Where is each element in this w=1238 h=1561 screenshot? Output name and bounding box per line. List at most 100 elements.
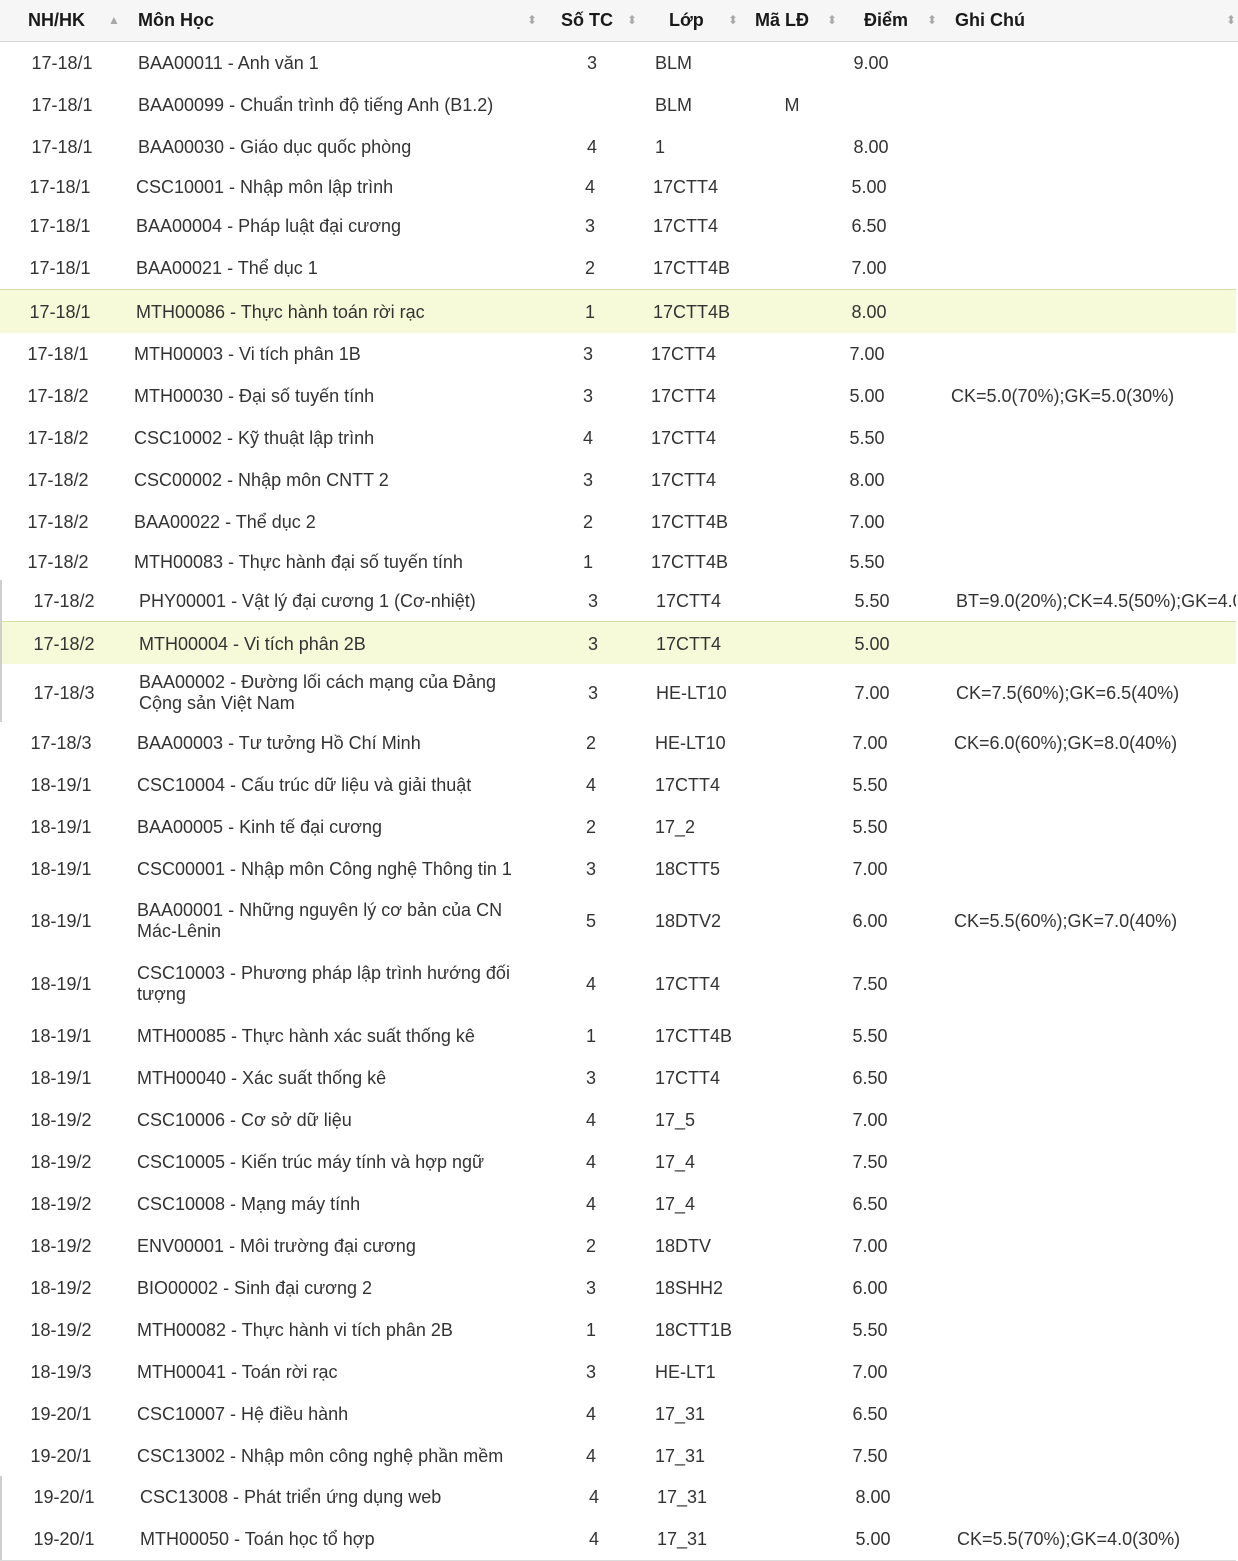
class-cell: 18CTT1B: [655, 1320, 733, 1340]
grade-cell: 7.00: [854, 683, 890, 703]
credits-cell: 1: [585, 1026, 596, 1046]
course-cell: MTH00040 - Xác suất thống kê: [137, 1068, 387, 1088]
table-row[interactable]: 19-20/1 CSC13008 - Phát triển ứng dụng we…: [0, 1476, 1236, 1519]
term-cell: 18-19/2: [30, 1278, 92, 1298]
grade-cell: 7.00: [852, 1110, 888, 1130]
term-cell: 17-18/1: [27, 344, 89, 364]
column-header-term[interactable]: NH/HK: [28, 10, 85, 30]
table-row[interactable]: 17-18/1 MTH00086 - Thực hành toán rời rạc…: [0, 289, 1236, 335]
note-cell: CK=5.0(70%);GK=5.0(30%): [951, 386, 1175, 406]
table-row[interactable]: 18-19/1 MTH00085 - Thực hành xác suất thố…: [0, 1015, 1236, 1058]
course-cell: CSC00001 - Nhập môn Công nghệ Thông tin …: [137, 858, 512, 879]
term-cell: 18-19/3: [30, 1362, 92, 1382]
table-row[interactable]: 18-19/1 CSC00001 - Nhập môn Công nghệ Thô…: [0, 848, 1236, 890]
table-row[interactable]: 18-19/2 CSC10005 - Kiến trúc máy tính và …: [0, 1141, 1236, 1184]
credits-cell: 3: [582, 470, 593, 490]
table-row[interactable]: 18-19/1 MTH00040 - Xác suất thống kê 3 17CT…: [0, 1057, 1236, 1100]
table-row[interactable]: 17-18/1 MTH00003 - Vi tích phân 1B 3 17CTT4…: [0, 333, 1236, 376]
grade-cell: 6.50: [852, 1068, 888, 1088]
table-row[interactable]: 18-19/2 ENV00001 - Môi trường đại cương 2 1…: [0, 1225, 1236, 1268]
table-row[interactable]: 18-19/3 MTH00041 - Toán rời rạc 3 HE-LT1 7.0…: [0, 1351, 1236, 1394]
table-row[interactable]: 19-20/1 CSC13002 - Nhập môn công nghệ phầ…: [0, 1435, 1236, 1477]
term-cell: 17-18/2: [27, 551, 89, 572]
course-cell: CSC10003 - Phương pháp lập trình hướng đ…: [137, 963, 510, 1005]
course-name-line2: Mác-Lênin: [137, 920, 222, 941]
term-cell: 17-18/2: [27, 470, 89, 490]
column-header-credits[interactable]: Số TC: [561, 10, 613, 30]
credits-cell: 4: [585, 1110, 596, 1130]
term-cell: 19-20/1: [30, 1445, 92, 1466]
credits-cell: 1: [582, 551, 593, 572]
table-row[interactable]: 17-18/1 BAA00021 - Thể dục 1 2 17CTT4B 7.00: [0, 247, 1236, 290]
class-cell: 17CTT4: [653, 176, 719, 197]
table-row[interactable]: 17-18/2 MTH00083 - Thực hành đại số tuyến…: [0, 543, 1236, 581]
table-row[interactable]: 18-19/2 CSC10006 - Cơ sở dữ liệu 4 17_5 7.00: [0, 1099, 1236, 1142]
table-row[interactable]: 18-19/1 CSC10003 - Phương pháp lập trình …: [0, 952, 1236, 1016]
sort-icon[interactable]: ⬍: [827, 13, 838, 27]
class-cell: 17CTT4: [656, 590, 722, 611]
grade-cell: 7.50: [852, 1152, 888, 1172]
credits-cell: 3: [582, 344, 593, 364]
class-cell: 17CTT4: [655, 1068, 721, 1088]
sort-icon[interactable]: ⬍: [627, 13, 638, 27]
table-row[interactable]: 17-18/1 BAA00004 - Pháp luật đại cương 3 17…: [0, 205, 1236, 248]
class-cell: 17CTT4B: [653, 302, 731, 322]
column-header-course[interactable]: Môn Học: [138, 10, 214, 30]
course-cell: BAA00004 - Pháp luật đại cương: [136, 216, 402, 236]
course-cell: CSC10007 - Hệ điều hành: [137, 1404, 349, 1424]
term-cell: 17-18/2: [33, 633, 95, 654]
column-header-grade[interactable]: Điểm: [864, 10, 909, 30]
class-cell: 17CTT4: [656, 633, 722, 654]
table-row[interactable]: 17-18/2 MTH00004 - Vi tích phân 2B 3 17CTT4…: [0, 621, 1236, 666]
course-cell: BAA00005 - Kinh tế đại cương: [137, 817, 383, 837]
credits-cell: 3: [584, 216, 595, 236]
credits-cell: 3: [582, 386, 593, 406]
table-row[interactable]: 18-19/2 MTH00082 - Thực hành vi tích phân…: [0, 1309, 1236, 1352]
course-cell: CSC10001 - Nhập môn lập trình: [136, 176, 394, 197]
table-row[interactable]: 18-19/1 BAA00001 - Những nguyên lý cơ bản…: [0, 889, 1236, 953]
note-cell: CK=7.5(60%);GK=6.5(40%): [956, 683, 1180, 703]
column-header-note[interactable]: Ghi Chú: [955, 10, 1025, 30]
sort-icon[interactable]: ⬍: [527, 13, 538, 27]
table-row[interactable]: 19-20/1 CSC10007 - Hệ điều hành 4 17_31 6.50: [0, 1393, 1236, 1436]
grade-cell: 7.00: [852, 1362, 888, 1382]
table-row[interactable]: 17-18/1 BAA00011 - Anh văn 1 3 BLM 9.00: [0, 42, 1236, 85]
sort-icon[interactable]: ⬍: [927, 13, 938, 27]
table-row[interactable]: 18-19/2 CSC10008 - Mạng máy tính 4 17_4 6.50: [0, 1183, 1236, 1226]
sort-asc-icon[interactable]: ▲: [108, 13, 120, 27]
term-cell: 18-19/1: [30, 973, 92, 994]
table-row[interactable]: 18-19/1 BAA00005 - Kinh tế đại cương 2 17_2…: [0, 806, 1236, 849]
class-cell: BLM: [655, 95, 693, 115]
term-cell: 17-18/1: [31, 137, 93, 157]
course-cell: MTH00082 - Thực hành vi tích phân 2B: [137, 1320, 453, 1340]
table-row[interactable]: 17-18/2 MTH00030 - Đại số tuyến tính 3 17CT…: [0, 375, 1236, 418]
course-cell: PHY00001 - Vật lý đại cương 1 (Cơ-nhiệt): [139, 590, 476, 611]
table-row[interactable]: 18-19/1 CSC10004 - Cấu trúc dữ liệu và gi…: [0, 764, 1236, 807]
grade-cell: 7.00: [849, 344, 885, 364]
grade-cell: 7.00: [852, 733, 888, 753]
course-name-line2: tượng: [137, 983, 186, 1004]
sort-icon[interactable]: ⬍: [728, 13, 739, 27]
table-row[interactable]: 17-18/2 BAA00022 - Thể dục 2 2 17CTT4B 7.00: [0, 501, 1236, 544]
course-cell: MTH00083 - Thực hành đại số tuyến tính: [134, 551, 463, 572]
table-row[interactable]: 17-18/3 BAA00002 - Đường lối cách mạng củ…: [0, 664, 1236, 723]
class-cell: HE-LT1: [655, 1362, 716, 1382]
table-row[interactable]: 18-19/2 BIO00002 - Sinh đại cương 2 3 18SHH…: [0, 1267, 1236, 1310]
term-cell: 17-18/3: [33, 683, 95, 703]
table-row[interactable]: 19-20/1 MTH00050 - Toán học tổ hợp 4 17_31 5…: [0, 1518, 1236, 1561]
class-cell: HE-LT10: [656, 683, 727, 703]
credits-cell: 3: [586, 53, 597, 73]
table-row[interactable]: 17-18/2 CSC00002 - Nhập môn CNTT 2 3 17CTT4…: [0, 459, 1236, 502]
course-cell: BAA00099 - Chuẩn trình độ tiếng Anh (B1.…: [138, 95, 494, 115]
course-cell: BAA00003 - Tư tưởng Hồ Chí Minh: [137, 733, 421, 753]
table-row[interactable]: 17-18/3 BAA00003 - Tư tưởng Hồ Chí Minh 2 H…: [0, 722, 1236, 765]
column-header-class[interactable]: Lớp: [669, 10, 704, 30]
table-row[interactable]: 17-18/1 CSC10001 - Nhập môn lập trình 4 17C…: [0, 168, 1236, 206]
table-row[interactable]: 17-18/2 CSC10002 - Kỹ thuật lập trình 4 17C…: [0, 417, 1236, 460]
sort-icon[interactable]: ⬍: [1226, 13, 1237, 27]
column-header-lecturer-code[interactable]: Mã LĐ: [755, 10, 809, 30]
table-row[interactable]: 17-18/2 PHY00001 - Vật lý đại cương 1 (Cơ…: [0, 580, 1236, 622]
table-row[interactable]: 17-18/1 BAA00099 - Chuẩn trình độ tiếng A…: [0, 84, 1236, 127]
credits-cell: 3: [587, 683, 598, 703]
table-row[interactable]: 17-18/1 BAA00030 - Giáo dục quốc phòng 4 1 8…: [0, 126, 1236, 169]
